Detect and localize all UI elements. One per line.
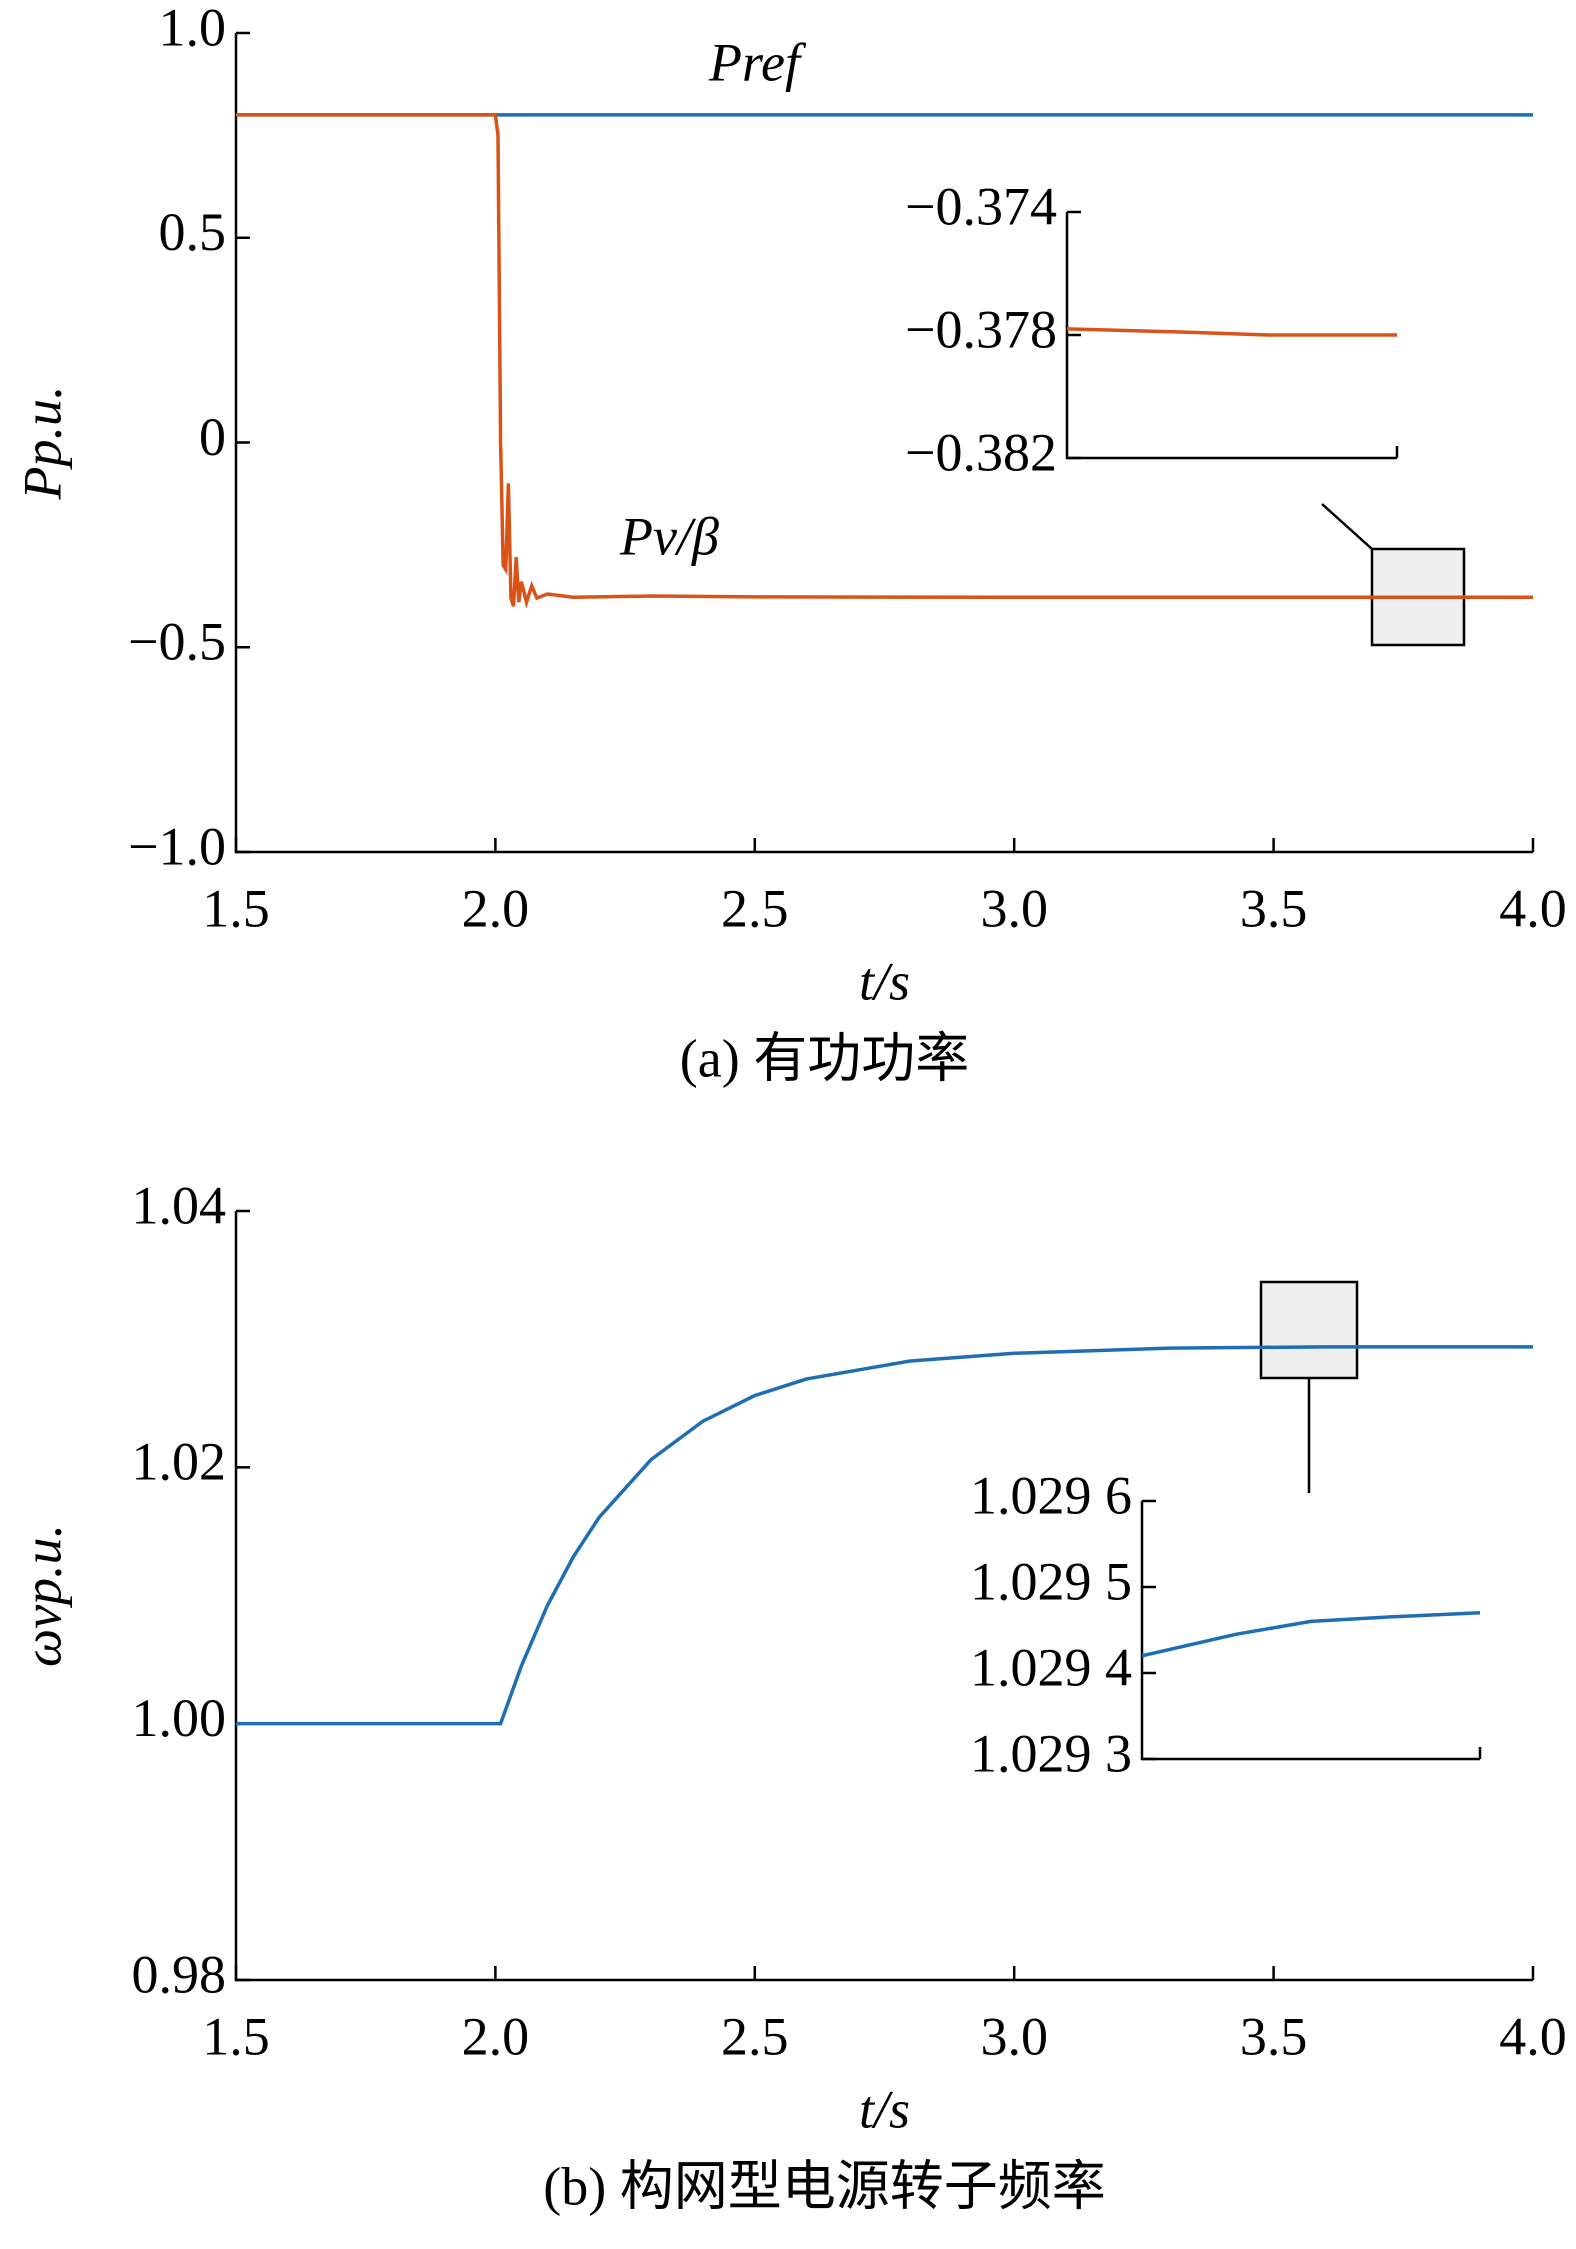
x-tick-label: 3.0 — [980, 2006, 1048, 2066]
x-axis-label: t/s — [859, 951, 910, 1011]
x-tick-label: 3.5 — [1240, 878, 1308, 938]
y-tick-label: 0.5 — [159, 202, 227, 262]
y-tick-label: −1.0 — [128, 816, 226, 876]
series-line — [1066, 327, 1397, 337]
axis — [1140, 1501, 1480, 1761]
x-axis-label: t/s — [859, 2079, 910, 2139]
axis — [234, 33, 1533, 854]
y-tick-label: 0 — [199, 407, 226, 467]
y-tick-label: 1.00 — [132, 1688, 227, 1748]
caption: (b) 构网型电源转子频率 — [543, 2156, 1105, 2216]
x-tick-label: 3.5 — [1240, 2006, 1308, 2066]
x-tick-label: 1.5 — [202, 878, 270, 938]
y-tick-label: 1.029 5 — [970, 1551, 1132, 1611]
x-tick-label: 2.5 — [721, 2006, 789, 2066]
x-tick-label: 2.0 — [462, 2006, 530, 2066]
y-tick-label: −0.5 — [128, 612, 226, 672]
x-tick-label: 4.0 — [1499, 2006, 1567, 2066]
series-label: Pv/β — [619, 506, 719, 566]
series-line — [236, 1345, 1533, 1726]
zoom-connector — [1321, 503, 1373, 550]
x-tick-label: 1.5 — [202, 2006, 270, 2066]
y-tick-label: 1.029 4 — [970, 1637, 1132, 1697]
x-tick-label: 3.0 — [980, 878, 1048, 938]
x-tick-label: 2.0 — [462, 878, 530, 938]
y-axis-label: Pp.u. — [12, 386, 72, 501]
y-tick-label: 1.02 — [132, 1432, 227, 1492]
y-tick-label: 1.029 3 — [970, 1723, 1132, 1783]
y-tick-label: 1.029 6 — [970, 1465, 1132, 1525]
y-tick-label: 1.0 — [159, 0, 227, 57]
series-line — [1141, 1611, 1481, 1658]
x-tick-label: 2.5 — [721, 878, 789, 938]
y-tick-label: 0.98 — [132, 1944, 227, 2004]
caption: (a) 有功功率 — [680, 1028, 969, 1088]
y-tick-label: −0.382 — [905, 422, 1057, 482]
y-tick-label: −0.374 — [905, 176, 1057, 236]
y-axis-label: ωvp.u. — [12, 1524, 72, 1667]
series-label: Pref — [708, 32, 807, 92]
zoom-box — [1259, 1280, 1359, 1380]
y-tick-label: 1.04 — [132, 1175, 227, 1235]
series-line — [236, 113, 1533, 609]
x-tick-label: 4.0 — [1499, 878, 1567, 938]
y-tick-label: −0.378 — [905, 299, 1057, 359]
